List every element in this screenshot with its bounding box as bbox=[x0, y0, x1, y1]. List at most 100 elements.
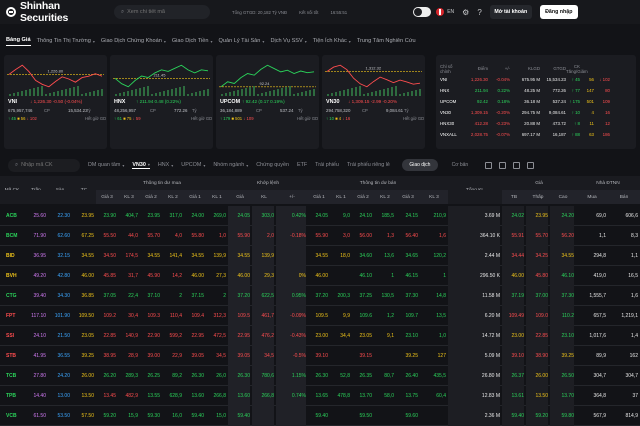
language-label[interactable]: EN bbox=[447, 9, 455, 15]
board-tab-7[interactable]: Trái phiếu bbox=[315, 162, 339, 169]
col-header[interactable]: Giá 3 bbox=[96, 190, 118, 204]
board-tab-4[interactable]: Nhóm ngành ▾ bbox=[213, 162, 248, 169]
nav-item-6[interactable]: Tiện Ích Khác ▾ bbox=[313, 34, 351, 48]
table-row[interactable]: TCB 27.80 24.20 26.00 26.20 289,3 26.25 89,2 26.… bbox=[0, 366, 640, 386]
basic-view-button[interactable]: Cơ bản bbox=[451, 162, 469, 168]
stock-search[interactable]: ⌕ bbox=[8, 158, 80, 172]
board-tab-3[interactable]: UPCOM ▾ bbox=[181, 162, 205, 169]
columns-icon[interactable] bbox=[512, 161, 520, 169]
open-account-button[interactable]: Mở tài khoản bbox=[489, 5, 532, 19]
table-row[interactable]: BID 36.95 32.15 34.55 34.50 174,5 34.55 141,4 34… bbox=[0, 246, 640, 266]
symbol-cell[interactable]: TCB bbox=[6, 373, 17, 379]
col-header[interactable]: TB bbox=[502, 190, 526, 204]
col-header[interactable]: Giá 2 bbox=[140, 190, 162, 204]
symbol-cell[interactable]: FPT bbox=[6, 313, 16, 319]
col-header[interactable]: +/- bbox=[276, 190, 308, 204]
table-row[interactable]: VCB 61.50 53.50 57.50 59.20 15,9 59.30 16,0 59.4… bbox=[0, 406, 640, 426]
board-tab-0[interactable]: DM quan tâm ▾ bbox=[88, 162, 124, 169]
index-cell: 92.42 bbox=[477, 99, 488, 104]
symbol-cell[interactable]: BVH bbox=[6, 273, 17, 279]
settings-gear-icon[interactable]: ⚙ bbox=[462, 7, 470, 17]
col-header[interactable]: Mua bbox=[576, 190, 608, 204]
index-header-cell: Chỉ số chính bbox=[440, 63, 453, 74]
index-row[interactable]: HNX30 412.28 -0.23% 20.88 M 473.72 ↑ 8 11 12 bbox=[436, 118, 636, 129]
board-tab-6[interactable]: ETF bbox=[297, 162, 307, 169]
nav-item-1[interactable]: Thông Tin Thị Trường ▾ bbox=[37, 34, 95, 48]
symbol-cell[interactable]: CTG bbox=[6, 293, 17, 299]
col-header[interactable]: KL bbox=[252, 190, 276, 204]
volume-unit: CP bbox=[44, 108, 50, 113]
nav-item-7[interactable]: Trung Tâm Nghiên Cứu bbox=[357, 34, 416, 48]
col-header[interactable]: Thấp bbox=[526, 190, 550, 204]
symbol-cell[interactable]: ACB bbox=[6, 213, 17, 219]
price-cell: 13,5 bbox=[436, 313, 446, 319]
list-view-icon[interactable] bbox=[498, 161, 506, 169]
index-row[interactable]: VNXALL 2,028.75 -0.07% 697.17 M 16,187 ↑ 88 63… bbox=[436, 129, 636, 140]
symbol-cell[interactable]: STB bbox=[6, 353, 16, 359]
index-cell: -0.23% bbox=[496, 121, 510, 126]
mini-chart-upcom[interactable]: 92.24 UPCOM ↑ 92.42 (0.17 0.19%) 36,184,889… bbox=[216, 55, 319, 149]
col-header[interactable]: Bán bbox=[608, 190, 640, 204]
grid-view-icon[interactable] bbox=[484, 161, 492, 169]
volume-bar bbox=[127, 91, 129, 96]
table-row[interactable]: CTG 39.40 34.30 36.85 37.05 22,4 37.10 2 37.15 2 3… bbox=[0, 286, 640, 306]
table-row[interactable]: TPB 14.40 13.00 13.50 13.45 482,9 13.55 628,9 13… bbox=[0, 386, 640, 406]
symbol-cell[interactable]: TPB bbox=[6, 393, 16, 399]
index-row[interactable]: VNI 1,226.30 -0.04% 675.95 M 15,534.23 ↑ 45 56… bbox=[436, 74, 636, 85]
col-header[interactable]: KL 3 bbox=[118, 190, 140, 204]
nav-item-2[interactable]: Giao Dịch Chứng Khoán ▾ bbox=[101, 34, 166, 48]
col-header[interactable]: KL 2 bbox=[162, 190, 184, 204]
index-row[interactable]: VN30 1,309.15 -0.20% 294.75 M 9,084.61 ↑ 10 4 1… bbox=[436, 107, 636, 118]
group-price: Giá bbox=[535, 180, 543, 186]
mini-chart-hnx[interactable]: 211.45 HNX ↑ 211.94 0.48 (0.22%) 48,256,957… bbox=[110, 55, 213, 149]
nav-item-4[interactable]: Quản Lý Tài Sản ▾ bbox=[219, 34, 265, 48]
symbol-cell[interactable]: VCB bbox=[6, 413, 17, 419]
col-header[interactable]: KL 1 bbox=[206, 190, 228, 204]
table-row[interactable]: SSI 24.10 21.50 23.05 22.85 140,9 22.90 599,2 22… bbox=[0, 326, 640, 346]
nav-item-0[interactable]: Bảng Giá bbox=[6, 34, 31, 46]
price-cell: 13.60 bbox=[191, 393, 204, 399]
col-header[interactable]: Cao bbox=[550, 190, 576, 204]
col-header[interactable]: Giá 2 bbox=[352, 190, 374, 204]
symbol-cell[interactable]: SSI bbox=[6, 333, 15, 339]
table-row[interactable]: BCM 71.90 62.60 67.25 55.50 44,0 55.70 4,0 55.80… bbox=[0, 226, 640, 246]
symbol-cell[interactable]: BCM bbox=[6, 233, 18, 239]
symbol-search[interactable]: ⌕ bbox=[114, 5, 210, 19]
volume-bar bbox=[159, 92, 161, 96]
col-header[interactable]: Giá bbox=[228, 190, 252, 204]
table-row[interactable]: ACB 25.60 22.30 23.95 23.90 404,7 23.95 317,0 24… bbox=[0, 206, 640, 226]
col-header[interactable]: KL 2 bbox=[374, 190, 396, 204]
symbol-cell[interactable]: BID bbox=[6, 253, 15, 259]
mini-chart-vn30[interactable]: 1,312.32 VN30 ↓ 1,309.15 -2.99 -0.20% 294,7… bbox=[322, 55, 425, 149]
help-icon[interactable]: ? bbox=[477, 7, 482, 17]
table-row[interactable]: STB 41.95 36.55 39.25 38.95 28,9 39.00 22,9 39.0… bbox=[0, 346, 640, 366]
board-tab-5[interactable]: Chứng quyền bbox=[256, 162, 289, 169]
index-row[interactable]: UPCOM 92.42 0.18% 36.18 M 537.24 ↑ 175 501 109 bbox=[436, 96, 636, 107]
nav-item-5[interactable]: Dịch Vụ SSV ▾ bbox=[270, 34, 306, 48]
index-row[interactable]: HNX 211.94 0.22% 48.25 M 772.26 ↑ 77 147 80 bbox=[436, 85, 636, 96]
board-tab-1[interactable]: VN30 ▾ bbox=[132, 162, 150, 169]
col-header[interactable]: KL 3 bbox=[420, 190, 448, 204]
trading-view-button[interactable]: Giao dịch bbox=[401, 159, 438, 171]
reference-value: 1,226.80 bbox=[48, 68, 64, 73]
language-flag-icon[interactable] bbox=[436, 8, 445, 16]
theme-toggle[interactable] bbox=[413, 7, 432, 17]
stock-search-input[interactable] bbox=[21, 162, 74, 168]
table-row[interactable]: FPT 117.10 101.90 109.50 109.2 30,4 109.3 110,4… bbox=[0, 306, 640, 326]
login-button[interactable]: Đăng nhập bbox=[539, 5, 578, 19]
table-row[interactable]: BVH 49.20 42.80 46.00 45.85 31,7 45.90 14,2 46.0… bbox=[0, 266, 640, 286]
fullscreen-icon[interactable] bbox=[526, 161, 534, 169]
nav-item-3[interactable]: Giao Dịch Tiền ▾ bbox=[172, 34, 213, 48]
col-header[interactable]: Giá 1 bbox=[308, 190, 330, 204]
symbol-search-input[interactable] bbox=[127, 9, 202, 15]
price-cell: 46.15 bbox=[405, 273, 418, 279]
col-header[interactable]: Giá 3 bbox=[396, 190, 420, 204]
price-cell: 109.50 bbox=[78, 313, 94, 319]
price-cell: 24.15 bbox=[405, 213, 418, 219]
board-tab-8[interactable]: Trái phiếu riêng lẻ bbox=[347, 162, 390, 169]
brand-logo[interactable]: Shinhan Securities bbox=[6, 0, 110, 24]
board-tab-2[interactable]: HNX ▾ bbox=[158, 162, 173, 169]
col-header[interactable]: KL 1 bbox=[330, 190, 352, 204]
col-header[interactable]: Giá 1 bbox=[184, 190, 206, 204]
mini-chart-vni[interactable]: 1,226.80 VNI ↓ 1,226.30 -0.50 (-0.04%) 675,… bbox=[4, 55, 107, 149]
